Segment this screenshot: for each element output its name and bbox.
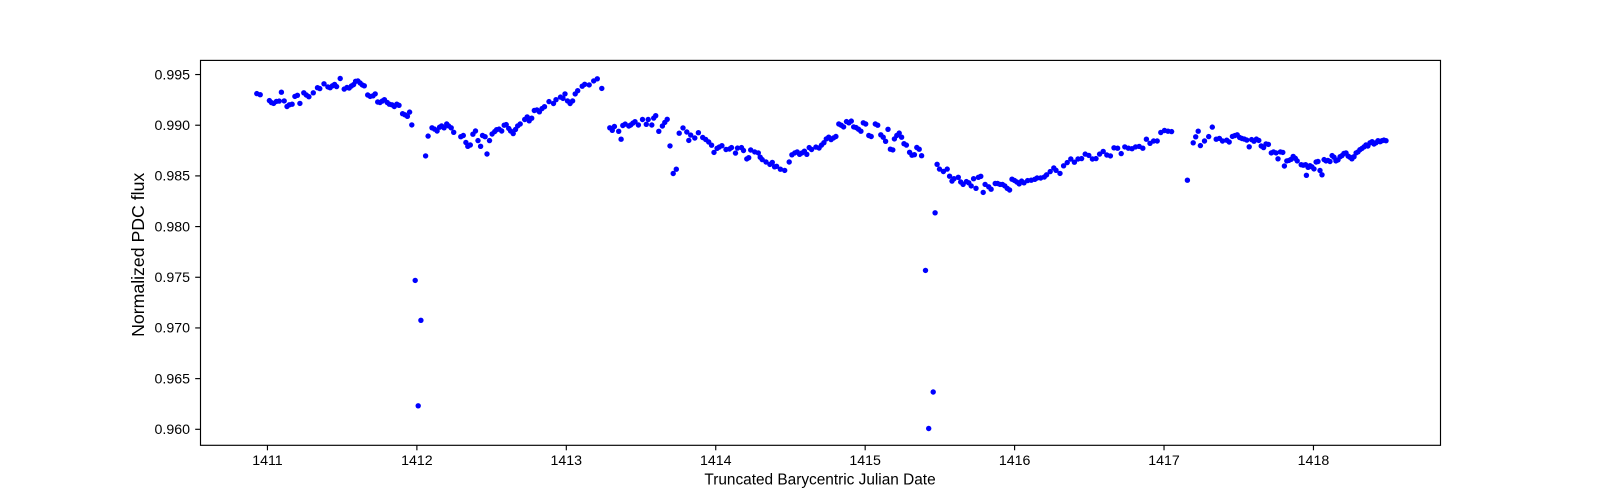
svg-text:0.970: 0.970	[154, 321, 190, 337]
svg-text:0.995: 0.995	[154, 67, 190, 83]
svg-text:Normalized PDC flux: Normalized PDC flux	[128, 173, 148, 337]
svg-text:1414: 1414	[700, 453, 732, 469]
svg-text:1417: 1417	[1148, 453, 1180, 469]
svg-text:0.990: 0.990	[154, 118, 190, 134]
svg-text:0.960: 0.960	[154, 422, 190, 438]
svg-text:1415: 1415	[849, 453, 881, 469]
svg-text:1412: 1412	[401, 453, 433, 469]
svg-text:0.965: 0.965	[154, 371, 190, 387]
svg-text:0.985: 0.985	[154, 169, 190, 185]
svg-text:1418: 1418	[1298, 453, 1330, 469]
svg-text:1411: 1411	[252, 453, 283, 469]
svg-text:0.975: 0.975	[154, 270, 190, 286]
svg-text:1416: 1416	[999, 453, 1031, 469]
svg-text:Truncated Barycentric Julian D: Truncated Barycentric Julian Date	[704, 472, 935, 489]
svg-text:0.980: 0.980	[154, 219, 190, 235]
svg-text:1413: 1413	[551, 453, 583, 469]
